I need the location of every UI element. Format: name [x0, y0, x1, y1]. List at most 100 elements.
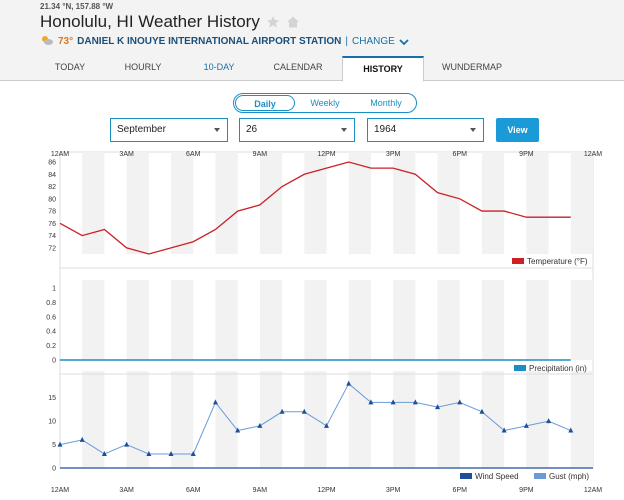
y-tick-label: 10 — [48, 419, 56, 426]
hour-band — [259, 152, 283, 254]
temperature-legend-swatch — [512, 258, 524, 264]
hour-band — [570, 371, 593, 468]
hour-band — [171, 152, 194, 254]
tab-calendar[interactable]: CALENDAR — [273, 62, 323, 72]
wind-direction-marker — [257, 422, 263, 428]
chevron-down-icon[interactable] — [399, 38, 409, 46]
x-tick-label-bottom: 3AM — [119, 487, 134, 494]
page-title: Honolulu, HI Weather History — [40, 12, 260, 31]
x-tick-label-top: 3PM — [386, 151, 401, 158]
hour-band — [171, 280, 194, 360]
view-button[interactable]: View — [496, 118, 539, 142]
x-tick-label-bottom: 12AM — [51, 487, 69, 494]
x-tick-label-top: 9PM — [519, 151, 534, 158]
hour-band — [304, 371, 327, 468]
page-header: 21.34 °N, 157.88 °W Honolulu, HI Weather… — [0, 0, 624, 56]
x-tick-label-top: 12AM — [584, 151, 602, 158]
hour-band — [126, 152, 149, 254]
home-icon[interactable] — [286, 15, 300, 29]
title-row: Honolulu, HI Weather History — [40, 12, 300, 32]
hour-band — [526, 152, 549, 254]
hour-band — [481, 280, 505, 360]
wind-direction-marker — [346, 380, 352, 386]
monthly-toggle[interactable]: Monthly — [370, 98, 402, 108]
hour-band — [526, 371, 549, 468]
daily-toggle[interactable]: Daily — [235, 95, 295, 111]
y-tick-label: 0.6 — [46, 314, 56, 321]
x-tick-label-bottom: 9PM — [519, 487, 534, 494]
wind-direction-marker — [390, 399, 396, 405]
tab-10-day[interactable]: 10-DAY — [203, 62, 235, 72]
tab-today[interactable]: TODAY — [54, 62, 86, 72]
change-station-link[interactable]: CHANGE — [352, 36, 395, 47]
tab-hourly[interactable]: HOURLY — [124, 62, 162, 72]
hour-band — [570, 280, 593, 360]
day-select[interactable]: 26 — [239, 118, 355, 142]
x-tick-label-top: 12AM — [51, 151, 69, 158]
hour-band — [393, 152, 416, 254]
hour-band — [437, 280, 460, 360]
hour-band — [437, 152, 460, 254]
hour-band — [259, 371, 283, 468]
hour-band — [259, 280, 283, 360]
tab-history[interactable]: HISTORY — [342, 56, 424, 82]
y-tick-label: 78 — [48, 209, 56, 216]
hour-band — [348, 152, 371, 254]
precipitation-legend-label: Precipitation (in) — [529, 364, 587, 373]
wind-direction-marker — [235, 427, 241, 433]
wind-direction-marker — [124, 441, 130, 447]
year-select[interactable]: 1964 — [367, 118, 484, 142]
x-tick-label-bottom: 12PM — [317, 487, 335, 494]
hour-band — [215, 280, 238, 360]
nav-tabs: TODAY HOURLY 10-DAY CALENDAR HISTORY WUN… — [0, 56, 624, 82]
wind-direction-marker — [57, 441, 63, 447]
favorite-star-icon[interactable] — [266, 15, 280, 29]
y-tick-label: 82 — [48, 184, 56, 191]
y-tick-label: 0.4 — [46, 329, 56, 336]
station-name: DANIEL K INOUYE INTERNATIONAL AIRPORT ST… — [77, 36, 342, 47]
y-tick-label: 0.8 — [46, 300, 56, 307]
y-tick-label: 0 — [52, 466, 56, 473]
hour-band — [215, 152, 238, 254]
wind-speed-legend-swatch — [460, 473, 472, 479]
hour-band — [304, 280, 327, 360]
hour-band — [393, 371, 416, 468]
x-tick-label-top: 3AM — [119, 151, 134, 158]
wind-direction-marker — [457, 399, 463, 405]
temperature-legend-label: Temperature (°F) — [527, 257, 588, 266]
weather-history-charts: 12AM 12AM 3AM 3AM 6AM 6AM 9AM 9AM 12PM 12PM 3PM 3PM… — [38, 144, 606, 500]
weekly-toggle[interactable]: Weekly — [310, 98, 340, 108]
caret-down-icon — [214, 128, 220, 132]
y-tick-label: 0.2 — [46, 343, 56, 350]
wind-direction-marker — [501, 427, 507, 433]
charts-svg: 12AM 12AM 3AM 3AM 6AM 6AM 9AM 9AM 12PM 12PM 3PM 3PM… — [46, 151, 602, 494]
y-tick-label: 1 — [52, 286, 56, 293]
temperature-line — [59, 161, 571, 255]
year-select-value: 1964 — [374, 124, 397, 135]
wind-direction-marker — [523, 422, 529, 428]
period-toggle: Daily Weekly Monthly — [233, 93, 417, 113]
separator: | — [345, 36, 348, 47]
hour-band — [215, 371, 238, 468]
day-select-value: 26 — [246, 124, 258, 135]
month-select[interactable]: September — [110, 118, 228, 142]
current-temperature: 73° — [58, 36, 74, 47]
hour-band — [82, 280, 105, 360]
y-tick-label: 84 — [48, 172, 56, 179]
gust-legend-swatch — [534, 473, 546, 479]
x-tick-label-top: 6AM — [186, 151, 201, 158]
wind-direction-marker — [479, 408, 485, 414]
hour-band — [526, 280, 549, 360]
hour-band — [481, 371, 505, 468]
wind-direction-marker — [279, 408, 285, 414]
hour-band — [437, 371, 460, 468]
hour-band — [126, 280, 149, 360]
caret-down-icon — [470, 128, 476, 132]
hour-band — [126, 371, 149, 468]
hour-band — [348, 371, 371, 468]
hour-band — [570, 152, 593, 254]
hour-band — [82, 152, 105, 254]
coordinates: 21.34 °N, 157.88 °W — [40, 2, 114, 11]
gust-legend-label: Gust (mph) — [549, 472, 589, 481]
tab-wundermap[interactable]: WUNDERMAP — [442, 62, 502, 72]
